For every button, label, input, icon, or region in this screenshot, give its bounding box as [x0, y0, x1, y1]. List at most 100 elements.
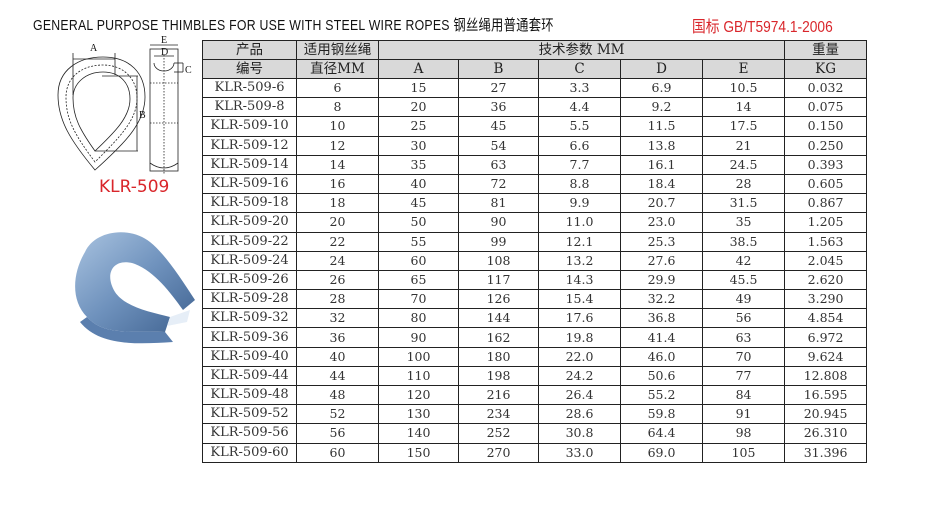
page-title: GENERAL PURPOSE THIMBLES FOR USE WITH ST…	[33, 17, 554, 34]
dim-label-e: E	[161, 35, 167, 46]
cell-c: 24.2	[538, 365, 621, 387]
cell-b: 54	[458, 135, 539, 156]
cell-c: 8.8	[538, 173, 621, 195]
cell-e: 70	[701, 346, 786, 367]
cell-model: KLR-509-10	[202, 116, 297, 137]
cell-weight: 3.290	[784, 289, 868, 310]
table-row: KLR-509-24 24 60 108 13.2 27.6 42 2.045	[202, 250, 868, 271]
cell-rope-diameter: 6	[296, 77, 379, 99]
cell-c: 19.8	[538, 327, 621, 348]
table-row: KLR-509-36 36 90 162 19.8 41.4 63 6.972	[202, 327, 868, 348]
cell-weight: 1.563	[784, 231, 868, 252]
cell-b: 252	[458, 423, 539, 444]
cell-d: 27.6	[620, 250, 703, 271]
cell-d: 41.4	[620, 327, 703, 348]
thimble-photo	[75, 232, 195, 344]
cell-c: 17.6	[538, 308, 621, 329]
cell-d: 29.9	[620, 269, 703, 291]
cell-e: 42	[701, 250, 786, 271]
cell-b: 117	[458, 269, 539, 291]
cell-model: KLR-509-44	[202, 365, 297, 387]
cell-b: 162	[458, 327, 539, 348]
cell-b: 63	[458, 154, 539, 175]
cell-model: KLR-509-8	[202, 97, 297, 118]
specification-table: 产品 适用钢丝绳 技术参数 MM 重量 编号 直径MM A B C D E KG…	[202, 40, 868, 463]
cell-b: 144	[458, 308, 539, 329]
cell-e: 77	[701, 365, 786, 387]
cell-c: 11.0	[538, 212, 621, 233]
cell-rope-diameter: 14	[296, 154, 379, 175]
cell-model: KLR-509-48	[202, 384, 297, 406]
cell-d: 64.4	[620, 423, 703, 444]
cell-rope-diameter: 52	[296, 404, 379, 425]
table-row: KLR-509-28 28 70 126 15.4 32.2 49 3.290	[202, 289, 868, 310]
cell-b: 81	[458, 193, 539, 214]
cell-d: 11.5	[620, 116, 703, 137]
cell-rope-diameter: 48	[296, 384, 379, 406]
table-row: KLR-509-14 14 35 63 7.7 16.1 24.5 0.393	[202, 154, 868, 175]
cell-c: 14.3	[538, 269, 621, 291]
cell-b: 234	[458, 404, 539, 425]
dim-label-d: D	[161, 47, 168, 58]
cell-weight: 9.624	[784, 346, 868, 367]
cell-a: 110	[378, 365, 459, 387]
cell-e: 35	[701, 212, 786, 233]
cell-e: 49	[701, 289, 786, 310]
cell-rope-diameter: 32	[296, 308, 379, 329]
cell-weight: 0.150	[784, 116, 868, 137]
cell-c: 13.2	[538, 250, 621, 271]
model-label: KLR-509	[99, 177, 170, 197]
cell-c: 7.7	[538, 154, 621, 175]
cell-e: 28	[701, 173, 786, 195]
cell-d: 32.2	[620, 289, 703, 310]
cell-b: 198	[458, 365, 539, 387]
cell-d: 69.0	[620, 442, 703, 463]
dim-label-a: A	[90, 43, 98, 54]
cell-c: 3.3	[538, 77, 621, 99]
cell-e: 17.5	[701, 116, 786, 137]
cell-a: 60	[378, 250, 459, 271]
cell-d: 16.1	[620, 154, 703, 175]
cell-b: 108	[458, 250, 539, 271]
cell-weight: 6.972	[784, 327, 868, 348]
cell-d: 59.8	[620, 404, 703, 425]
header-tech-params: 技术参数 MM	[377, 40, 786, 60]
table-row: KLR-509-60 60 150 270 33.0 69.0 105 31.396	[202, 442, 868, 463]
cell-weight: 26.310	[784, 423, 868, 444]
cell-e: 63	[701, 327, 786, 348]
table-row: KLR-509-40 40 100 180 22.0 46.0 70 9.624	[202, 346, 868, 367]
cell-weight: 12.808	[784, 365, 868, 387]
cell-b: 270	[458, 442, 539, 463]
cell-model: KLR-509-56	[202, 423, 297, 444]
cell-c: 9.9	[538, 193, 621, 214]
cell-e: 84	[701, 384, 786, 406]
cell-b: 180	[458, 346, 539, 367]
header-col-d: D	[620, 59, 703, 79]
cell-c: 4.4	[538, 97, 621, 118]
cell-rope-diameter: 12	[296, 135, 379, 156]
thimble-technical-drawing: A B C D E	[57, 35, 192, 175]
standard-label: 国标 GB/T5974.1-2006	[692, 19, 833, 36]
cell-d: 25.3	[620, 231, 703, 252]
cell-c: 5.5	[538, 116, 621, 137]
cell-rope-diameter: 10	[296, 116, 379, 137]
cell-a: 100	[378, 346, 459, 367]
cell-e: 45.5	[701, 269, 786, 291]
cell-a: 30	[378, 135, 459, 156]
header-col-e: E	[701, 59, 786, 79]
cell-d: 18.4	[620, 173, 703, 195]
cell-rope-diameter: 16	[296, 173, 379, 195]
cell-a: 70	[378, 289, 459, 310]
table-row: KLR-509-52 52 130 234 28.6 59.8 91 20.945	[202, 404, 868, 425]
cell-rope-diameter: 60	[296, 442, 379, 463]
cell-model: KLR-509-6	[202, 77, 297, 99]
cell-weight: 20.945	[784, 404, 868, 425]
cell-weight: 16.595	[784, 384, 868, 406]
cell-weight: 1.205	[784, 212, 868, 233]
cell-weight: 0.032	[784, 77, 868, 99]
cell-a: 80	[378, 308, 459, 329]
cell-c: 30.8	[538, 423, 621, 444]
cell-rope-diameter: 8	[296, 97, 379, 118]
cell-d: 20.7	[620, 193, 703, 214]
table-row: KLR-509-20 20 50 90 11.0 23.0 35 1.205	[202, 212, 868, 233]
